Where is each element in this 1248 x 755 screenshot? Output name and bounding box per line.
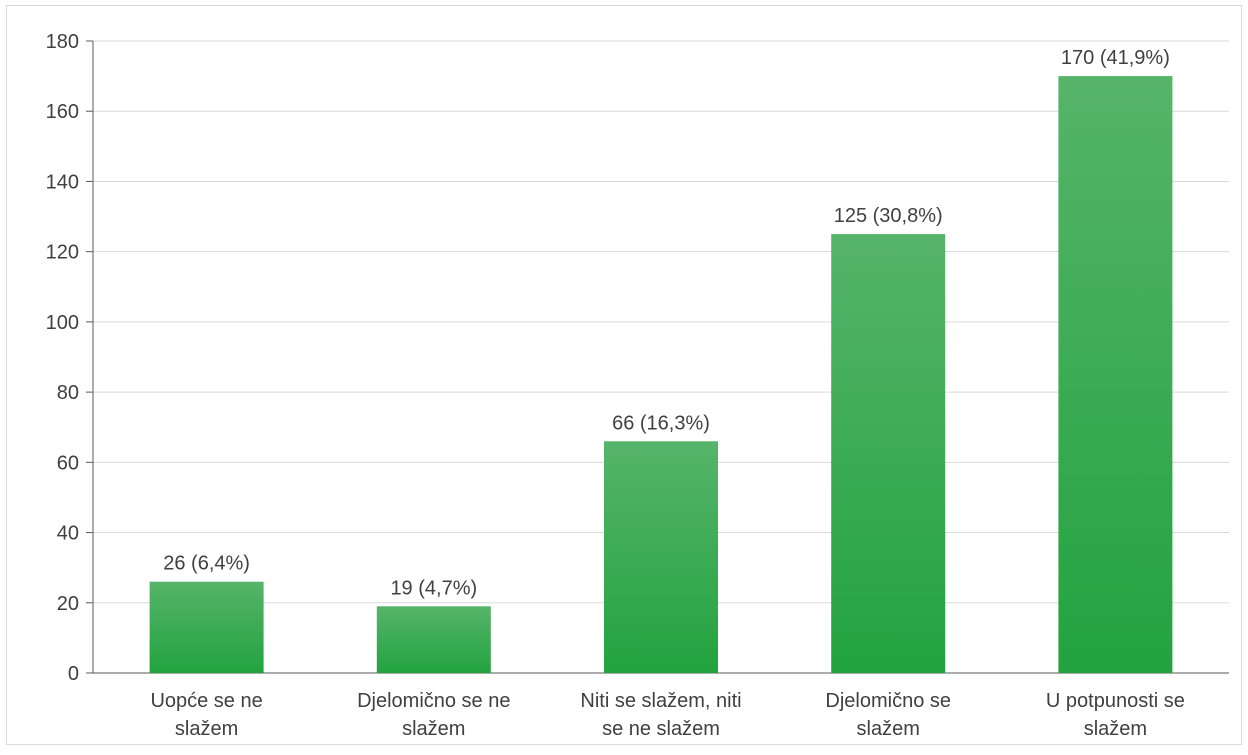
y-tick-label: 0 xyxy=(68,663,79,685)
bar-3 xyxy=(604,441,718,673)
y-tick-label: 80 xyxy=(57,382,79,404)
y-tick-label: 40 xyxy=(57,523,79,545)
labels: 0 20 40 60 80 100 120 140 160 180 26 (6,4%) Uopće s… xyxy=(46,31,1185,740)
category-label-3-line-1: Niti se slažem, niti xyxy=(580,690,741,712)
category-label-5-line-1: U potpunosti se xyxy=(1046,690,1185,712)
category-label-1-line-1: Uopće se ne xyxy=(150,690,262,712)
y-tick-label: 60 xyxy=(57,452,79,474)
category-label-4-line-1: Djelomično se xyxy=(825,690,951,712)
y-tick-label: 120 xyxy=(46,242,79,264)
chart-frame: 0 20 40 60 80 100 120 140 160 180 26 (6,4%) Uopće s… xyxy=(6,5,1242,745)
bar-1 xyxy=(149,581,264,673)
bar-4 xyxy=(831,234,946,673)
category-label-3-line-2: se ne slažem xyxy=(602,718,720,740)
category-label-4-line-2: slažem xyxy=(857,718,920,740)
bars xyxy=(149,76,1173,674)
y-tick-label: 140 xyxy=(46,171,79,193)
data-label-1: 26 (6,4%) xyxy=(163,553,250,575)
y-tick-label: 100 xyxy=(46,312,79,334)
y-tick-label: 20 xyxy=(57,593,79,615)
category-label-5-line-2: slažem xyxy=(1084,718,1147,740)
data-label-3: 66 (16,3%) xyxy=(612,412,710,434)
data-label-4: 125 (30,8%) xyxy=(834,205,943,227)
bar-5 xyxy=(1058,76,1173,674)
bar-chart: 0 20 40 60 80 100 120 140 160 180 26 (6,4%) Uopće s… xyxy=(46,31,1229,740)
data-label-5: 170 (41,9%) xyxy=(1061,47,1170,69)
bar-2 xyxy=(376,606,491,673)
y-tick-label: 160 xyxy=(46,101,79,123)
gridlines xyxy=(93,40,1229,604)
category-label-2-line-2: slažem xyxy=(402,718,465,740)
data-label-2: 19 (4,7%) xyxy=(390,577,477,599)
category-label-1-line-2: slažem xyxy=(175,718,238,740)
category-label-2-line-1: Djelomično se ne xyxy=(357,690,510,712)
y-tick-label: 180 xyxy=(46,31,79,53)
